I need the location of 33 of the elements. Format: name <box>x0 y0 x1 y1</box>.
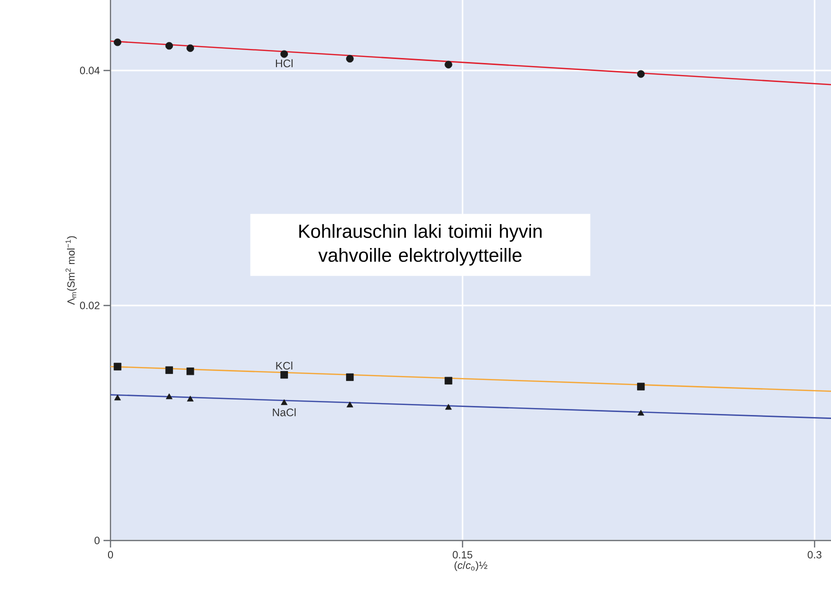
annotation: Kohlrauschin laki toimii hyvin vahvoille elektrolyytteille <box>299 224 542 266</box>
series-label: KCl <box>276 362 292 370</box>
point <box>346 54 354 63</box>
point <box>186 44 194 52</box>
x-tick-label: 0.15 <box>452 551 472 558</box>
point <box>166 393 172 400</box>
x-tick-label: 0 <box>108 551 113 558</box>
x-axis-title: (c/c$_{o}$)½ <box>454 561 488 572</box>
x-tick-label: 0.3 <box>808 551 822 558</box>
y-tick-label: 0.04 <box>80 66 100 74</box>
point <box>346 402 354 408</box>
series-label: NaCl <box>272 408 296 416</box>
point <box>280 399 288 406</box>
series-label: HCl <box>276 59 293 68</box>
point <box>186 368 194 376</box>
point <box>280 371 288 379</box>
point <box>114 38 122 46</box>
point <box>114 394 121 400</box>
point <box>165 42 173 50</box>
point <box>637 70 645 78</box>
point <box>346 373 354 381</box>
point <box>114 362 122 370</box>
point <box>186 396 194 402</box>
point <box>165 366 173 374</box>
point <box>444 60 452 68</box>
point <box>444 376 452 384</box>
y-axis-title: Λ$_{m}$(Sm$^{2}$ mol$^{−1}$) <box>66 236 77 305</box>
y-tick-label: 0.02 <box>80 302 100 310</box>
point <box>638 410 644 416</box>
point <box>637 382 645 390</box>
point <box>280 50 288 58</box>
point <box>445 404 452 410</box>
y-tick-label: 0 <box>94 536 100 544</box>
